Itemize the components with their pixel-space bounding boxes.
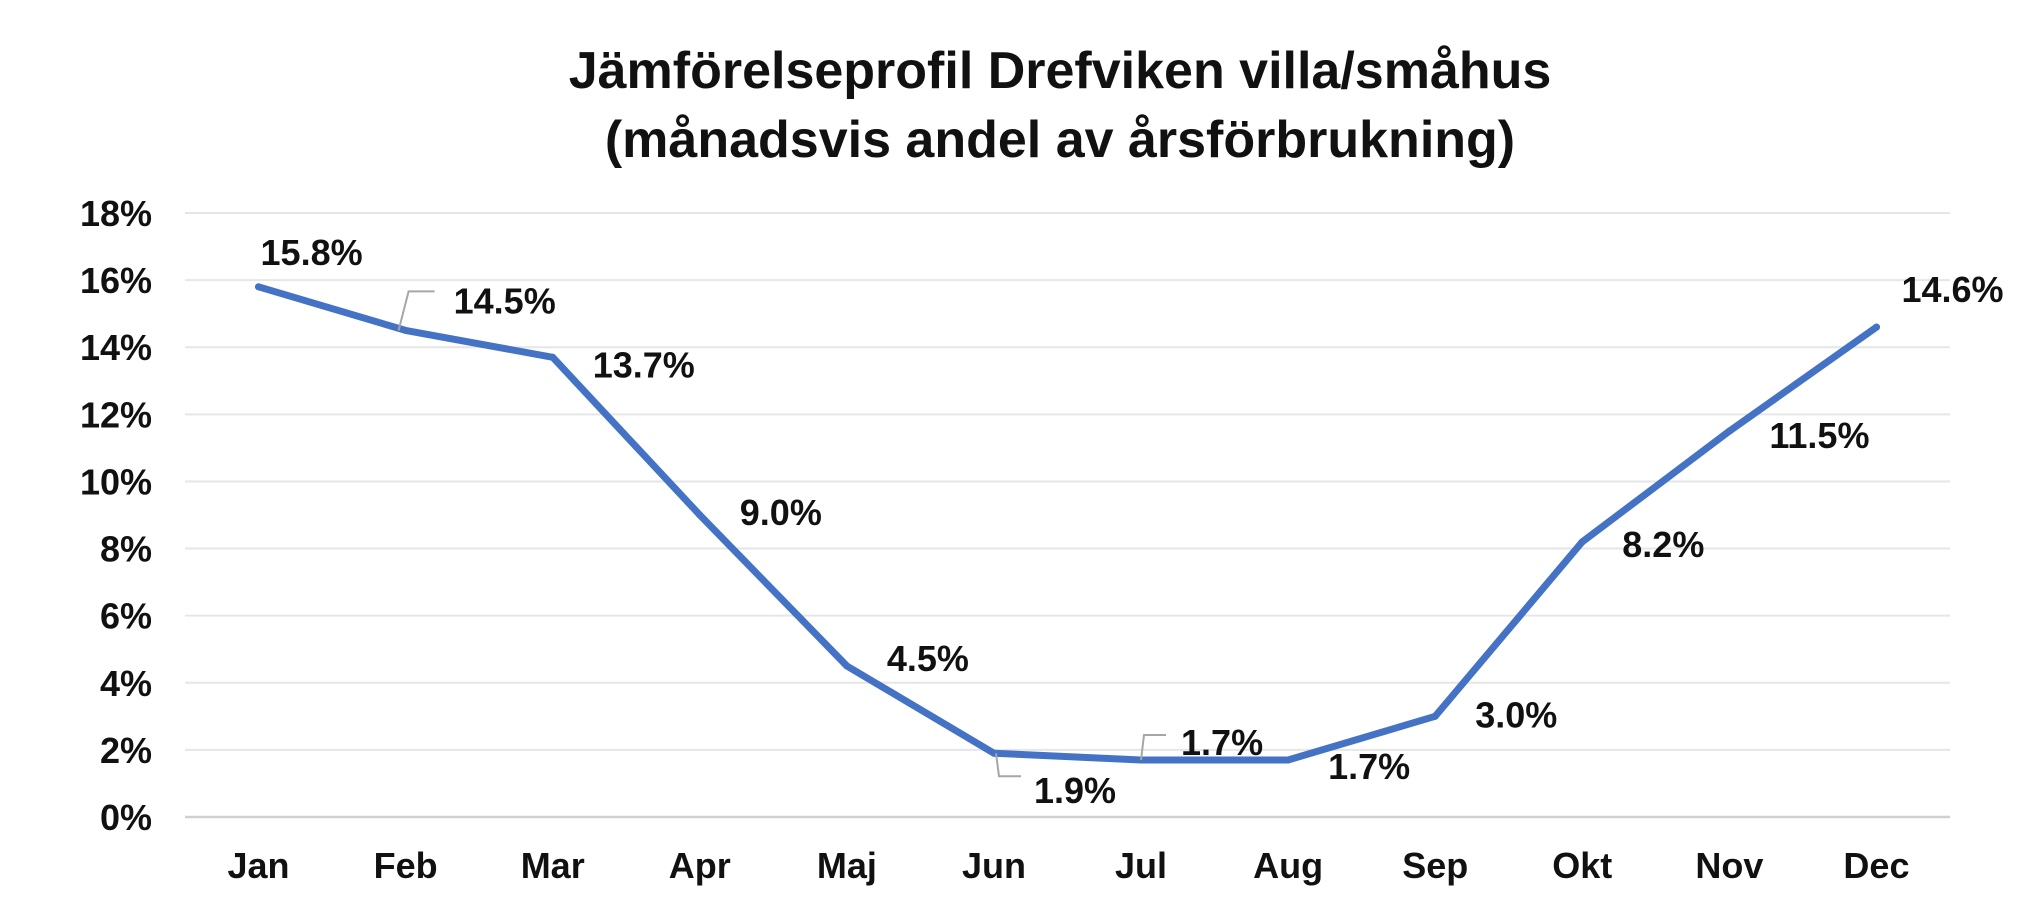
y-tick-label: 18% <box>80 193 152 234</box>
x-tick-label: Feb <box>374 845 438 886</box>
gridlines <box>185 212 1950 819</box>
chart-title-line-2: (månadsvis andel av årsförbrukning) <box>605 111 1515 169</box>
x-tick-label: Mar <box>521 845 585 886</box>
leader-lines <box>397 290 1166 778</box>
x-tick-label: Apr <box>669 845 731 886</box>
data-label: 8.2% <box>1622 524 1704 565</box>
data-label: 1.7% <box>1181 722 1263 763</box>
series-line <box>255 283 1880 764</box>
x-tick-label: Okt <box>1552 845 1612 886</box>
y-tick-label: 10% <box>80 461 152 502</box>
y-tick-label: 4% <box>100 663 152 704</box>
data-label: 14.5% <box>454 280 556 321</box>
y-tick-label: 0% <box>100 797 152 838</box>
data-label: 1.9% <box>1034 770 1116 811</box>
data-label: 3.0% <box>1475 694 1557 735</box>
y-tick-label: 14% <box>80 327 152 368</box>
data-label: 14.6% <box>1901 269 2003 310</box>
x-tick-label: Aug <box>1253 845 1323 886</box>
data-point <box>1872 323 1880 331</box>
data-point <box>1284 756 1292 764</box>
data-point <box>1431 712 1439 720</box>
label-leader-line <box>397 290 435 331</box>
label-leader-line <box>995 753 1021 778</box>
data-point <box>549 353 557 361</box>
x-tick-label: Jun <box>962 845 1026 886</box>
x-tick-label: Jan <box>228 845 290 886</box>
x-tick-label: Maj <box>817 845 877 886</box>
y-axis-ticks: 0% 2% 4% 6% 8% 10% 12% 14% 16% 18% <box>80 193 152 838</box>
x-tick-label: Jul <box>1115 845 1167 886</box>
data-point <box>696 511 704 519</box>
x-tick-label: Nov <box>1695 845 1763 886</box>
data-point <box>402 326 410 334</box>
data-labels: 15.8% 14.5% 13.7% 9.0% 4.5% 1.9% 1.7% 1.7% 3.0% 8… <box>261 232 2004 811</box>
x-tick-label: Dec <box>1843 845 1909 886</box>
data-label: 1.7% <box>1328 746 1410 787</box>
data-point <box>843 662 851 670</box>
data-point <box>1725 427 1733 435</box>
label-leader-line <box>1140 734 1166 761</box>
data-label: 13.7% <box>593 344 695 385</box>
chart-title-line-1: Jämförelseprofil Drefviken villa/småhus <box>569 42 1552 100</box>
data-point <box>255 283 263 291</box>
y-tick-label: 8% <box>100 529 152 570</box>
data-label: 9.0% <box>740 492 822 533</box>
y-tick-label: 6% <box>100 596 152 637</box>
series-layer <box>255 283 1880 764</box>
data-label: 15.8% <box>261 232 363 273</box>
data-point <box>1578 538 1586 546</box>
y-tick-label: 16% <box>80 260 152 301</box>
y-tick-label: 2% <box>100 730 152 771</box>
data-label: 11.5% <box>1769 415 1869 456</box>
x-tick-label: Sep <box>1402 845 1468 886</box>
x-axis-ticks: Jan Feb Mar Apr Maj Jun Jul Aug Sep Okt Nov Dec <box>228 845 1910 886</box>
data-label: 4.5% <box>887 638 969 679</box>
y-tick-label: 12% <box>80 394 152 435</box>
